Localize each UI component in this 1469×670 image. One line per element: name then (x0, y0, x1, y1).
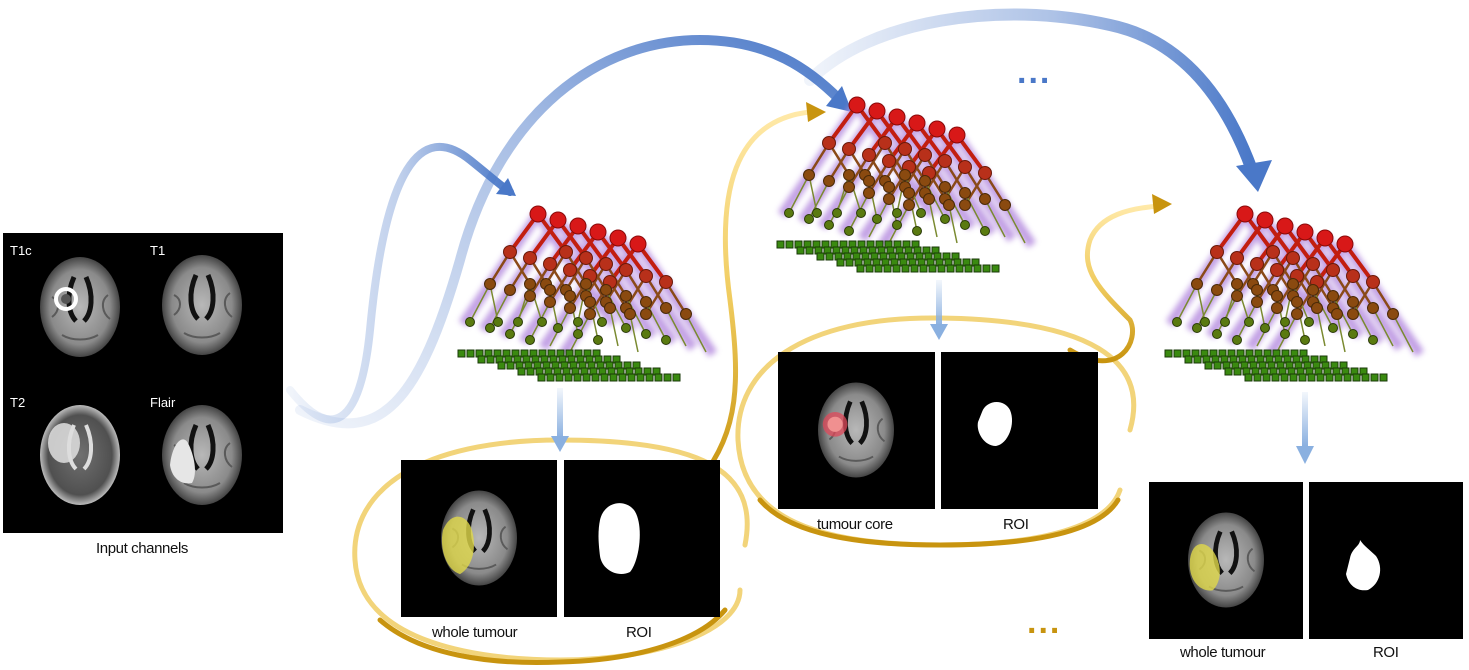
ellipsis-bottom: ... (1027, 603, 1062, 641)
flair-slice (162, 405, 242, 505)
blue-arrow-to-forest-2 (295, 34, 845, 429)
gold-arrow-head-1 (806, 102, 826, 122)
blue-arrow-head-3 (1236, 160, 1272, 192)
t1-slice (162, 255, 242, 355)
gold-arrow-head-2 (1152, 194, 1172, 214)
forest-tree-icon-3 (1165, 206, 1420, 381)
blue-flow-arrows (286, 8, 1272, 429)
channel-label-t1c: T1c (10, 243, 32, 258)
stage3-roi-label: ROI (1373, 644, 1399, 661)
gold-arrow-to-forest-3 (1067, 203, 1163, 364)
stage1-roi-label: ROI (626, 624, 652, 641)
channel-label-t1: T1 (150, 243, 166, 258)
input-channels-panel (3, 233, 283, 533)
gold-arrow-to-forest-2 (697, 109, 813, 483)
blue-arrow-to-forest-3 (804, 8, 1258, 176)
stage1-segmentation-label: whole tumour (432, 624, 518, 641)
blue-arrow-head-1 (496, 178, 516, 196)
stage2-segmentation-label: tumour core (817, 516, 893, 533)
stage3-segmentation-label: whole tumour (1180, 644, 1266, 661)
down-arrow-icons (551, 280, 1314, 464)
ellipsis-top: ... (1017, 53, 1052, 91)
blue-arrow-to-forest-1 (286, 142, 514, 424)
gold-flow-arrows (352, 102, 1172, 665)
forest-tree-icon-2 (777, 97, 1032, 272)
stage2-output (778, 352, 1098, 509)
t2-slice (40, 405, 120, 505)
input-channels-caption: Input channels (96, 540, 188, 557)
channel-label-t2: T2 (10, 395, 26, 410)
forest-tree-icon-1 (458, 206, 713, 381)
stage1-output (401, 460, 720, 617)
stage2-roi-label: ROI (1003, 516, 1029, 533)
blue-arrow-head-2 (826, 86, 852, 112)
t1c-slice (40, 257, 120, 357)
stage3-output (1149, 482, 1463, 639)
channel-label-flair: Flair (150, 395, 176, 410)
